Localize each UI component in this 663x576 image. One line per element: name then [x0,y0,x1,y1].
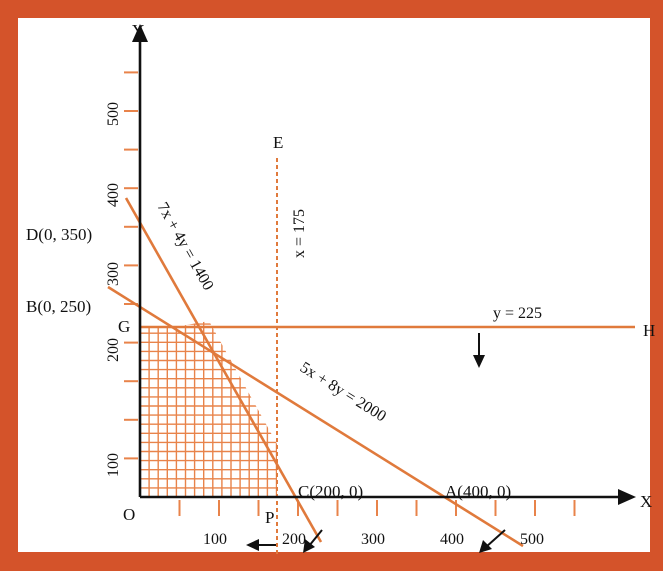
x-tick-label: 500 [520,531,544,548]
down-left-arrow [479,529,506,553]
y-axis-arrowhead [132,24,148,42]
point-c-label: C(200, 0) [298,482,363,501]
x-tick-label: 400 [440,531,464,548]
axis-tick-marks [124,71,576,516]
plot-background [18,18,650,552]
point-e-label: E [273,133,283,152]
point-a-label: A(400, 0) [445,482,511,501]
y-tick-label: 400 [105,183,122,207]
down-arrow [473,333,485,368]
down-left-arrow [303,529,323,553]
y-tick-label: 100 [105,453,122,477]
point-p-label: P [265,508,274,527]
point-d-label: D(0, 350) [26,225,92,244]
point-b-label: B(0, 250) [26,297,91,316]
line-5x-8y-2000 [107,285,524,548]
y-tick-label: 500 [105,102,122,126]
y-axis-label: Y [132,21,144,40]
equation-x-175-label: x = 175 [291,209,308,258]
x-tick-label: 100 [203,531,227,548]
line-7x-4y-1400 [124,197,323,543]
point-g-label: G [118,317,130,336]
y-tick-label: 300 [105,262,122,286]
x-tick-label: 200 [282,531,306,548]
x-axis-label: X [640,492,652,511]
x-axis-arrowhead [618,489,636,505]
equation-y-225-label: y = 225 [493,305,542,322]
left-arrow [246,539,276,551]
x-tick-label: 300 [361,531,385,548]
y-tick-label: 200 [105,338,122,362]
point-h-label: H [643,321,655,340]
origin-label: O [123,505,135,524]
